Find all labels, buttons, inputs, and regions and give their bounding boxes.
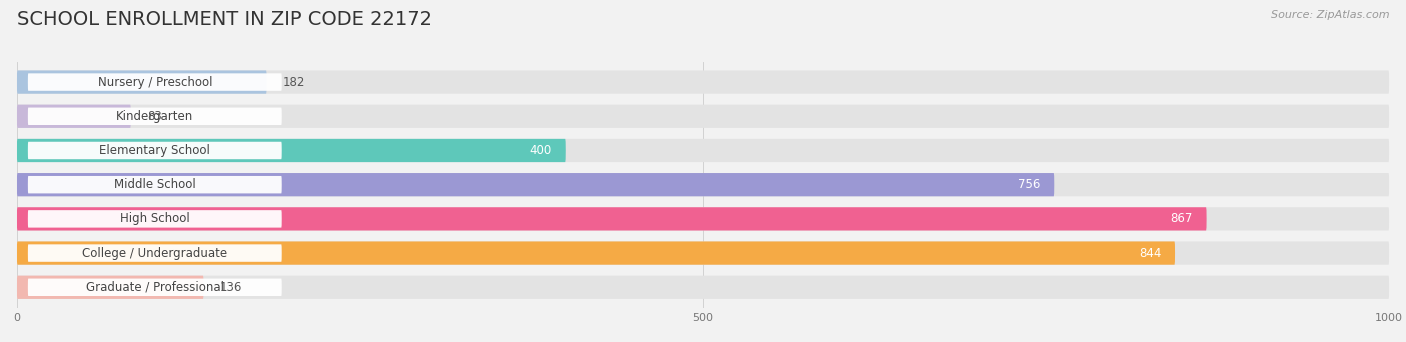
Text: Elementary School: Elementary School — [100, 144, 211, 157]
Text: College / Undergraduate: College / Undergraduate — [82, 247, 228, 260]
FancyBboxPatch shape — [17, 70, 1389, 94]
Text: High School: High School — [120, 212, 190, 225]
FancyBboxPatch shape — [17, 105, 131, 128]
FancyBboxPatch shape — [28, 210, 281, 228]
Text: 400: 400 — [530, 144, 553, 157]
FancyBboxPatch shape — [28, 142, 281, 159]
FancyBboxPatch shape — [17, 276, 1389, 299]
Text: 867: 867 — [1171, 212, 1192, 225]
FancyBboxPatch shape — [17, 241, 1175, 265]
FancyBboxPatch shape — [17, 276, 204, 299]
FancyBboxPatch shape — [28, 244, 281, 262]
Text: 182: 182 — [283, 76, 305, 89]
Text: Kindergarten: Kindergarten — [117, 110, 194, 123]
Text: Source: ZipAtlas.com: Source: ZipAtlas.com — [1271, 10, 1389, 20]
Text: 756: 756 — [1018, 178, 1040, 191]
FancyBboxPatch shape — [17, 139, 1389, 162]
FancyBboxPatch shape — [17, 173, 1054, 196]
FancyBboxPatch shape — [17, 207, 1206, 231]
Text: Middle School: Middle School — [114, 178, 195, 191]
FancyBboxPatch shape — [28, 107, 281, 125]
FancyBboxPatch shape — [17, 207, 1389, 231]
Text: Nursery / Preschool: Nursery / Preschool — [97, 76, 212, 89]
FancyBboxPatch shape — [17, 173, 1389, 196]
Text: 844: 844 — [1139, 247, 1161, 260]
Text: 83: 83 — [148, 110, 162, 123]
Text: SCHOOL ENROLLMENT IN ZIP CODE 22172: SCHOOL ENROLLMENT IN ZIP CODE 22172 — [17, 10, 432, 29]
FancyBboxPatch shape — [17, 241, 1389, 265]
FancyBboxPatch shape — [17, 139, 565, 162]
FancyBboxPatch shape — [17, 70, 267, 94]
FancyBboxPatch shape — [28, 176, 281, 194]
Text: Graduate / Professional: Graduate / Professional — [86, 281, 224, 294]
FancyBboxPatch shape — [28, 278, 281, 296]
FancyBboxPatch shape — [17, 105, 1389, 128]
Text: 136: 136 — [219, 281, 242, 294]
FancyBboxPatch shape — [28, 74, 281, 91]
